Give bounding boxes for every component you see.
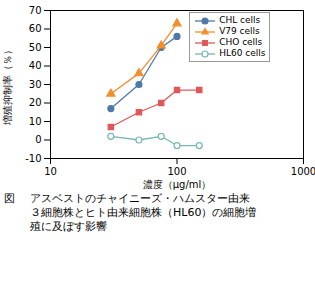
svg-text:10: 10 — [29, 116, 42, 127]
svg-text:20: 20 — [29, 97, 42, 108]
svg-text:30: 30 — [29, 79, 42, 90]
html-text:殖に及ぼす影響: 殖に及ぼす影響 — [30, 220, 107, 233]
html-text:図: 図 — [4, 192, 15, 205]
svg-text:-10: -10 — [25, 153, 41, 164]
svg-text:50: 50 — [29, 42, 42, 53]
html-text:HL60 cells: HL60 cells — [219, 48, 266, 58]
html-text:CHO cells: CHO cells — [219, 37, 263, 47]
svg-text:濃度（μg/ml）: 濃度（μg/ml） — [143, 179, 212, 190]
html-text:CHL cells: CHL cells — [219, 15, 261, 25]
svg-text:40: 40 — [29, 60, 42, 71]
svg-text:1000: 1000 — [291, 166, 315, 177]
svg-text:0: 0 — [35, 134, 41, 145]
svg-text:増殖抑制率（％）: 増殖抑制率（％） — [2, 45, 13, 126]
html-text:V79 cells: V79 cells — [219, 26, 260, 36]
svg-text:100: 100 — [167, 166, 186, 177]
svg-text:60: 60 — [29, 23, 42, 34]
html-text:３細胞株とヒト由来細胞株（HL60）の細胞増: ３細胞株とヒト由来細胞株（HL60）の細胞増 — [30, 206, 257, 219]
svg-text:70: 70 — [29, 5, 42, 16]
svg-text:10: 10 — [44, 166, 57, 177]
html-text:アスベストのチャイニーズ・ハムスター由来: アスベストのチャイニーズ・ハムスター由来 — [30, 192, 250, 205]
